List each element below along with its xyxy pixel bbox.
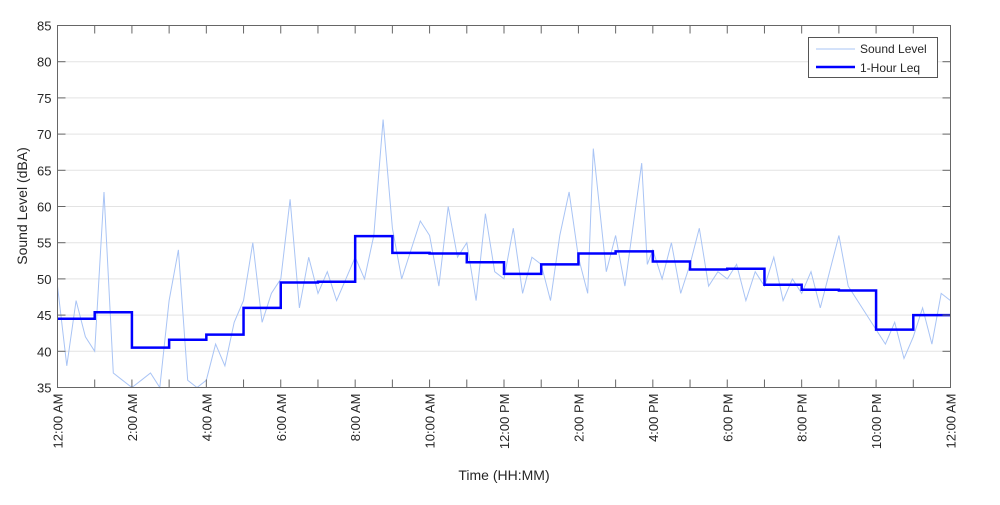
y-tick-label: 70: [37, 127, 51, 142]
x-tick-label: 2:00 PM: [571, 394, 586, 442]
leq-step-line: [57, 234, 951, 349]
legend: Sound Level 1-Hour Leq: [808, 37, 938, 78]
y-tick-label: 60: [37, 200, 51, 215]
y-tick-label: 40: [37, 344, 51, 359]
x-axis-label: Time (HH:MM): [458, 467, 549, 483]
y-tick-label: 45: [37, 308, 51, 323]
legend-label-leq: 1-Hour Leq: [860, 61, 920, 75]
plot-series: [57, 119, 951, 389]
grid-lines: [57, 61, 951, 352]
y-axis-label: Sound Level (dBA): [14, 147, 30, 265]
y-tick-label: 50: [37, 272, 51, 287]
x-tick-label: 10:00 PM: [869, 394, 884, 450]
x-tick-label: 12:00 PM: [497, 394, 512, 450]
y-tick-label: 65: [37, 163, 51, 178]
legend-label-sound-level: Sound Level: [860, 42, 927, 56]
y-tick-label: 80: [37, 55, 51, 70]
y-tick-label: 55: [37, 236, 51, 251]
x-tick-label: 6:00 AM: [274, 394, 289, 442]
x-tick-label: 4:00 AM: [199, 394, 214, 442]
x-tick-label: 12:00 AM: [944, 394, 959, 449]
x-tick-label: 2:00 AM: [125, 394, 140, 442]
x-tick-label: 6:00 PM: [720, 394, 735, 442]
x-tick-label: 8:00 PM: [795, 394, 810, 442]
x-tick-label: 4:00 PM: [646, 394, 661, 442]
y-tick-label: 35: [37, 381, 51, 396]
sound-level-line: [57, 119, 951, 389]
y-tick-label: 75: [37, 91, 51, 106]
y-tick-label: 85: [37, 19, 51, 34]
x-tick-label: 10:00 AM: [423, 394, 438, 449]
axis-ticks: 35 40 45 50 55 60 65 70 75 80 85 12:00 AM 2:00 AM 4:0…: [37, 19, 958, 450]
x-tick-label: 8:00 AM: [348, 394, 363, 442]
x-tick-label: 12:00 AM: [51, 394, 66, 449]
